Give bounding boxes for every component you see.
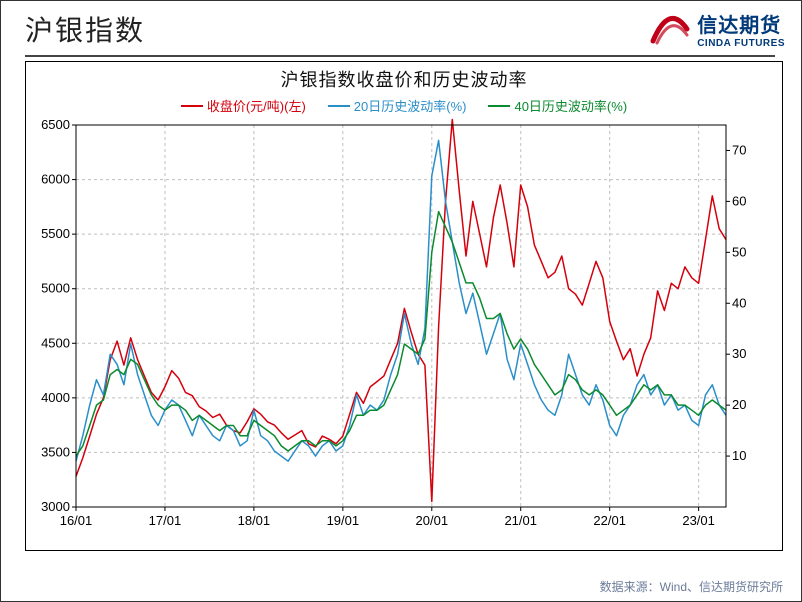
svg-text:20: 20 (732, 397, 746, 412)
svg-text:5000: 5000 (41, 281, 70, 296)
logo-arc-icon (647, 9, 691, 49)
svg-text:22/01: 22/01 (593, 513, 626, 528)
svg-text:30: 30 (732, 346, 746, 361)
legend-swatch (181, 105, 203, 107)
svg-text:4500: 4500 (41, 335, 70, 350)
legend-item: 收盘价(元/吨)(左) (181, 96, 306, 115)
legend-item: 40日历史波动率(%) (488, 96, 627, 115)
legend-label: 40日历史波动率(%) (514, 96, 627, 115)
svg-text:4000: 4000 (41, 390, 70, 405)
svg-text:23/01: 23/01 (682, 513, 715, 528)
svg-text:10: 10 (732, 448, 746, 463)
page-title: 沪银指数 (25, 9, 145, 49)
svg-text:60: 60 (732, 193, 746, 208)
svg-text:19/01: 19/01 (327, 513, 360, 528)
page-frame: 沪银指数 信达期货 CINDA FUTURES 沪银指数收盘价和历史波动率 收盘… (0, 0, 802, 602)
svg-text:6500: 6500 (41, 117, 70, 132)
svg-text:16/01: 16/01 (60, 513, 93, 528)
logo-text-cn: 信达期货 (697, 9, 781, 38)
svg-text:70: 70 (732, 142, 746, 157)
chart-title: 沪银指数收盘价和历史波动率 (26, 62, 782, 92)
svg-text:3500: 3500 (41, 444, 70, 459)
svg-text:20/01: 20/01 (416, 513, 449, 528)
chart-plot: 3000 3500 4000 4500 5000 5500 6000 6500 10 20 30 40… (26, 117, 766, 537)
chart-container: 沪银指数收盘价和历史波动率 收盘价(元/吨)(左) 20日历史波动率(%) 40日历… (25, 61, 783, 551)
legend-label: 收盘价(元/吨)(左) (207, 96, 306, 115)
svg-text:5500: 5500 (41, 226, 70, 241)
svg-text:40: 40 (732, 295, 746, 310)
data-source-note: 数据来源：Wind、信达期货研究所 (600, 578, 783, 595)
legend-item: 20日历史波动率(%) (328, 96, 467, 115)
svg-text:50: 50 (732, 244, 746, 259)
legend-swatch (328, 105, 350, 107)
chart-legend: 收盘价(元/吨)(左) 20日历史波动率(%) 40日历史波动率(%) (26, 92, 782, 117)
svg-text:3000: 3000 (41, 499, 70, 514)
svg-text:18/01: 18/01 (238, 513, 271, 528)
svg-text:6000: 6000 (41, 172, 70, 187)
svg-text:21/01: 21/01 (504, 513, 537, 528)
legend-swatch (488, 105, 510, 107)
svg-text:17/01: 17/01 (149, 513, 182, 528)
logo-text-en: CINDA FUTURES (697, 38, 785, 49)
brand-logo: 信达期货 CINDA FUTURES (647, 9, 785, 49)
legend-label: 20日历史波动率(%) (354, 96, 467, 115)
header-divider (25, 55, 775, 57)
header: 沪银指数 信达期货 CINDA FUTURES (1, 1, 801, 49)
